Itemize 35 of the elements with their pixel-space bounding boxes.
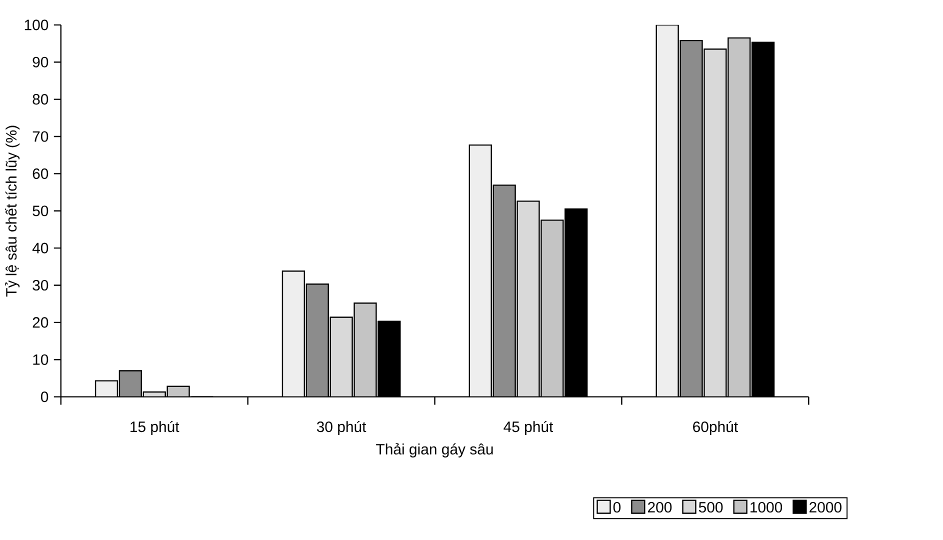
x-tick-label: 30 phút — [316, 420, 366, 435]
bar — [469, 144, 492, 397]
bar — [306, 284, 328, 397]
y-axis-title: Tỷ lệ sâu chết tích lũy (%) — [4, 126, 20, 296]
x-tick-label: 15 phút — [130, 420, 180, 435]
y-tick-label: 30 — [32, 280, 48, 290]
bar — [541, 220, 564, 397]
bar — [680, 40, 703, 397]
legend-label: 500 — [698, 502, 723, 512]
legend-label: 0 — [613, 502, 621, 512]
bar — [354, 302, 376, 397]
legend-label: 1000 — [750, 502, 782, 512]
bar — [704, 48, 727, 397]
bar — [493, 185, 516, 397]
bar — [728, 37, 751, 397]
legend-label: 200 — [648, 502, 672, 512]
y-tick-label: 100 — [24, 19, 48, 30]
legend-label: 2000 — [810, 502, 842, 512]
y-tick-label: 50 — [32, 205, 48, 216]
y-tick-label: 70 — [32, 131, 48, 142]
bar — [656, 24, 679, 397]
y-tick-label: 60 — [32, 168, 48, 179]
x-axis-title: Thải gian gáy sâu — [376, 443, 493, 458]
y-tick-label: 20 — [32, 316, 48, 328]
x-tick-label: 60phút — [693, 420, 738, 435]
y-tick-label: 0 — [40, 391, 48, 402]
bar — [517, 201, 540, 397]
bar — [119, 370, 142, 397]
y-tick-label: 40 — [32, 242, 48, 254]
y-tick-label: 10 — [33, 354, 48, 365]
y-tick-label: 80 — [32, 94, 48, 104]
x-tick-label: 45 phút — [504, 420, 554, 435]
bar — [282, 270, 304, 397]
bar — [330, 317, 352, 397]
y-tick-label: 90 — [32, 56, 48, 68]
